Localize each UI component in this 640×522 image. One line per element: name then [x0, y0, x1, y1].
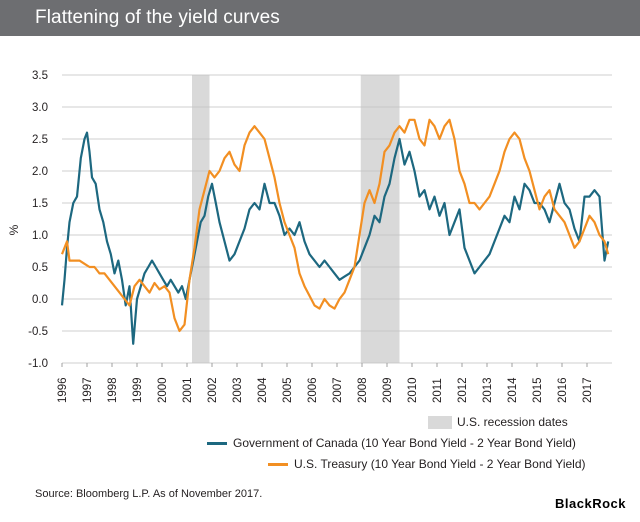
y-axis: 3.5 3.0 2.5 2.0 1.5 1.0 0.5 0.0 -0.5 -1.0	[28, 70, 48, 370]
legend-canada-label: Government of Canada (10 Year Bond Yield…	[233, 436, 576, 450]
x-tick-label: 2003	[232, 377, 244, 403]
yield-curve-chart: 3.53.02.52.01.51.00.50.0-0.5-1.0 1996 199…	[7, 70, 612, 403]
canada-series-line	[60, 131, 610, 345]
y-tick-label: 1.0	[32, 230, 48, 242]
x-tick-label: 1997	[82, 377, 94, 403]
x-tick-label: 2011	[432, 378, 444, 403]
x-tick-label: 2017	[582, 377, 594, 403]
x-tick-label: 1996	[57, 377, 69, 403]
treasury-swatch	[268, 463, 288, 467]
x-tick-label: 2005	[282, 377, 294, 403]
x-tick-label: 2008	[357, 377, 369, 403]
x-tick-label: 1999	[132, 377, 144, 403]
y-tick-label: -1.0	[28, 358, 48, 370]
x-axis: 1996 1997 1998 1999 2000 2001 2002 2003 2004 2005…	[57, 363, 594, 403]
x-tick-label: 2013	[482, 377, 494, 403]
x-tick-label: 2000	[157, 377, 169, 403]
x-tick-label: 2009	[382, 377, 394, 403]
legend-treasury-label: U.S. Treasury (10 Year Bond Yield - 2 Ye…	[294, 457, 586, 471]
y-tick-label: -0.5	[28, 326, 48, 338]
x-tick-label: 2012	[457, 377, 469, 403]
y-tick-label: 1.5	[32, 198, 48, 210]
legend-treasury: U.S. Treasury (10 Year Bond Yield - 2 Ye…	[268, 457, 586, 471]
gridlines	[62, 74, 612, 364]
source-note: Source: Bloomberg L.P. As of November 20…	[35, 488, 263, 500]
x-tick-label: 2010	[407, 377, 419, 403]
y-tick-label: 0.5	[32, 262, 48, 274]
y-tick-label: 3.5	[32, 70, 48, 82]
y-tick-label: 2.5	[32, 134, 48, 146]
x-tick-label: 2004	[257, 377, 269, 403]
treasury-series-line	[60, 118, 610, 333]
y-tick-label: 2.0	[32, 166, 48, 178]
y-tick-label: 3.0	[32, 102, 48, 114]
y-tick-label: 0.0	[32, 294, 48, 306]
recession-bands	[192, 75, 400, 363]
legend-recession: U.S. recession dates	[428, 415, 568, 430]
title-bar: Flattening of the yield curves	[0, 0, 640, 36]
legend-recession-label: U.S. recession dates	[457, 415, 568, 429]
y-axis-label: %	[7, 224, 21, 235]
series-lines	[60, 118, 610, 345]
blackrock-logo: BlackRock	[555, 496, 626, 511]
x-tick-label: 1998	[107, 377, 119, 403]
recession-swatch	[428, 416, 452, 430]
recession-band-0	[192, 75, 210, 363]
x-tick-label: 2006	[307, 377, 319, 403]
canada-swatch	[207, 442, 227, 446]
x-tick-label: 2001	[182, 377, 194, 403]
x-tick-label: 2002	[207, 377, 219, 403]
x-tick-label: 2014	[507, 377, 519, 403]
x-tick-label: 2007	[332, 377, 344, 403]
x-tick-label: 2015	[532, 377, 544, 403]
legend-canada: Government of Canada (10 Year Bond Yield…	[207, 436, 576, 450]
page-title: Flattening of the yield curves	[35, 7, 280, 28]
x-tick-label: 2016	[557, 377, 569, 403]
